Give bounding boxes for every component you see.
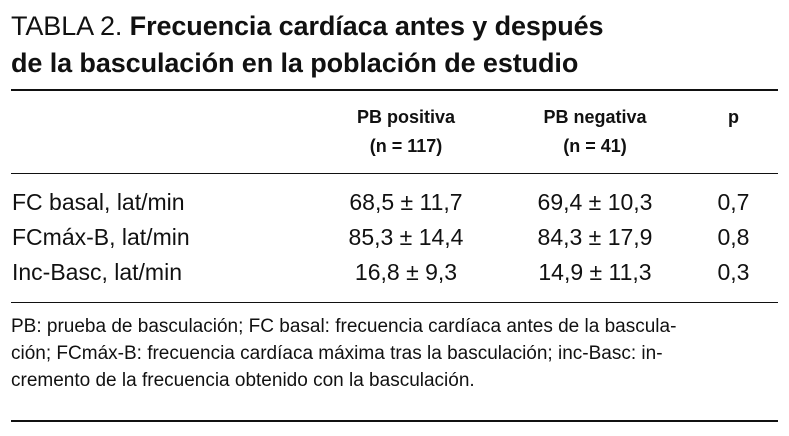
header-pb-negativa-n: (n = 41) (563, 136, 627, 156)
row-label: Inc-Basc, lat/min (12, 259, 182, 285)
footnote-line-1: PB: prueba de basculación; FC basal: fre… (11, 316, 677, 337)
footnote-line-3: cremento de la frecuencia obtenido con l… (11, 370, 475, 391)
table-row: Inc-Basc, lat/min 16,8 ± 9,3 14,9 ± 11,3… (11, 255, 778, 302)
cell-pb-negativa: 84,3 ± 17,9 (537, 224, 653, 250)
header-row-2: (n = 117) (n = 41) (11, 132, 778, 173)
header-pb-positiva-n: (n = 117) (369, 136, 443, 156)
table-title-line-1: Frecuencia cardíaca antes y después (129, 11, 604, 41)
cell-pb-positiva: 16,8 ± 9,3 (354, 259, 458, 285)
header-p: p (728, 107, 739, 127)
cell-p: 0,3 (717, 259, 750, 285)
row-label: FCmáx-B, lat/min (12, 224, 190, 250)
bottom-rule (11, 420, 778, 422)
table-title-line-2: de la basculación en la población de est… (11, 48, 579, 78)
table-number: TABLA 2. (11, 11, 123, 41)
top-rule (11, 89, 778, 91)
cell-pb-negativa: 69,4 ± 10,3 (537, 189, 653, 215)
cell-pb-positiva: 68,5 ± 11,7 (349, 189, 463, 215)
cell-p: 0,8 (717, 224, 750, 250)
table-footnote: PB: prueba de basculación; FC basal: fre… (11, 303, 778, 394)
table-row: FCmáx-B, lat/min 85,3 ± 14,4 84,3 ± 17,9… (11, 220, 778, 255)
cell-pb-positiva: 85,3 ± 14,4 (348, 224, 464, 250)
data-table-body: FC basal, lat/min 68,5 ± 11,7 69,4 ± 10,… (11, 174, 778, 302)
body-rule (11, 302, 778, 303)
header-rule (11, 173, 778, 174)
table-row: FC basal, lat/min 68,5 ± 11,7 69,4 ± 10,… (11, 174, 778, 220)
header-pb-positiva: PB positiva (356, 107, 456, 127)
header-p-2 (689, 132, 778, 173)
cell-pb-negativa: 14,9 ± 11,3 (538, 259, 652, 285)
table-title: TABLA 2. Frecuencia cardíaca antes y des… (11, 8, 778, 82)
header-pb-negativa: PB negativa (543, 107, 647, 127)
data-table: PB positiva PB negativa p (n = 117) (n =… (11, 91, 778, 173)
header-row-1: PB positiva PB negativa p (11, 91, 778, 132)
header-empty-2 (11, 132, 311, 173)
footnote-line-2: ción; FCmáx-B: frecuencia cardíaca máxim… (11, 343, 663, 364)
cell-p: 0,7 (717, 189, 750, 215)
row-label: FC basal, lat/min (12, 189, 185, 215)
header-empty (11, 91, 311, 132)
